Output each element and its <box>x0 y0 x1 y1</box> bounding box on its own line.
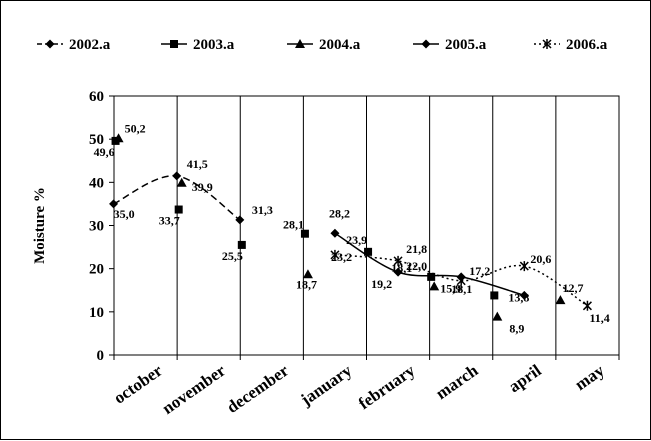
data-label: 41,5 <box>187 157 208 171</box>
data-label: 18,1 <box>451 282 472 296</box>
point-marker <box>393 255 403 266</box>
data-label: 17,2 <box>469 264 490 278</box>
x-tick-label: may <box>571 360 608 394</box>
point-marker <box>582 300 592 311</box>
data-label: 11,4 <box>589 311 609 325</box>
point-marker <box>330 228 340 238</box>
x-tick-label: april <box>505 361 545 397</box>
data-label: 28,2 <box>329 206 350 220</box>
y-tick-label: 60 <box>89 89 104 105</box>
x-tick-label: december <box>223 360 292 416</box>
data-label: 20,6 <box>530 252 551 266</box>
x-tick-label: january <box>296 360 355 409</box>
y-tick-label: 20 <box>89 262 104 278</box>
data-label: 23,9 <box>346 233 367 247</box>
point-marker <box>492 311 503 321</box>
point-marker <box>519 290 529 300</box>
data-label: 25,5 <box>222 249 243 263</box>
point-marker <box>429 281 440 291</box>
data-label: 12,7 <box>562 281 583 295</box>
data-label: 13,8 <box>508 290 529 304</box>
y-tick-label: 50 <box>89 132 104 148</box>
x-tick-label: march <box>432 360 482 403</box>
data-label: 23,2 <box>331 250 352 264</box>
legend-label: 2006.a <box>566 37 608 53</box>
point-marker <box>421 39 431 49</box>
data-label: 50,2 <box>125 121 146 135</box>
point-marker <box>172 171 182 181</box>
legend-label: 2003.a <box>193 37 235 53</box>
data-label: 22,0 <box>406 259 427 273</box>
data-label: 49,6 <box>94 145 115 159</box>
point-marker <box>235 215 245 225</box>
point-marker <box>393 267 403 277</box>
legend-label: 2005.a <box>445 37 487 53</box>
point-marker <box>45 39 55 49</box>
point-marker <box>542 39 552 49</box>
data-label: 33,7 <box>159 214 180 228</box>
data-label: 39,9 <box>192 180 213 194</box>
point-marker <box>176 177 187 187</box>
y-axis-label: Moisture % <box>32 187 48 264</box>
point-marker <box>555 295 566 305</box>
point-marker <box>170 40 178 48</box>
legend-label: 2002.a <box>69 37 111 53</box>
x-tick-label: october <box>110 360 166 407</box>
point-marker <box>109 199 119 209</box>
point-marker <box>456 275 466 286</box>
data-label: 28,1 <box>283 218 304 232</box>
y-tick-label: 0 <box>97 348 105 364</box>
data-label: 15,9 <box>440 281 461 295</box>
data-label: 18,7 <box>296 277 317 291</box>
data-label: 31,3 <box>252 203 273 217</box>
y-tick-label: 30 <box>89 219 104 235</box>
point-marker <box>237 240 246 249</box>
point-marker <box>519 261 529 272</box>
y-tick-label: 40 <box>89 175 104 191</box>
data-label: 21,8 <box>406 242 427 256</box>
point-marker <box>300 229 309 238</box>
point-marker <box>427 272 436 281</box>
point-marker <box>490 291 499 300</box>
point-marker <box>364 247 373 256</box>
point-marker <box>330 249 340 260</box>
x-tick-label: february <box>355 360 419 413</box>
x-tick-label: november <box>159 360 230 418</box>
point-marker <box>174 205 183 214</box>
point-marker <box>295 39 305 48</box>
legend-label: 2004.a <box>319 37 361 53</box>
y-tick-label: 10 <box>89 305 104 321</box>
point-marker <box>113 133 124 143</box>
data-label: 8,9 <box>509 322 524 336</box>
point-marker <box>302 269 313 279</box>
data-label: 18,1 <box>391 261 412 275</box>
data-label: 19,2 <box>371 277 392 291</box>
data-label: 35,0 <box>114 207 135 221</box>
